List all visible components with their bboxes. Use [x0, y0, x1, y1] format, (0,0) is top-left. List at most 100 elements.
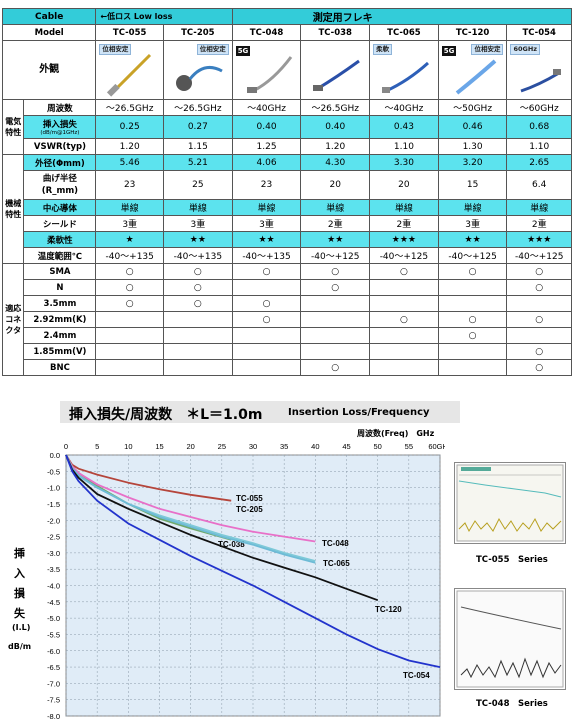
cell: 2重: [300, 215, 371, 232]
cable-photo-tc048: 5G: [231, 40, 302, 100]
cell: 3重: [231, 215, 302, 232]
y-tick-label: -2.0: [47, 516, 60, 525]
y-tick-label: -0.5: [47, 467, 60, 476]
cell: ～26.5GHz: [95, 99, 164, 116]
cell: -40～+135: [95, 247, 164, 264]
cell: 2重: [369, 215, 439, 232]
model-label: Model: [1, 24, 97, 41]
cell: [506, 295, 572, 312]
cell: [163, 327, 233, 344]
cell: ○: [231, 311, 302, 328]
5g-badge: 5G: [441, 46, 457, 56]
cell: ★★★: [369, 231, 439, 248]
cell: 23: [95, 170, 164, 200]
series-line: [65, 454, 441, 668]
cable-photo-tc205: 位相安定: [163, 40, 233, 100]
bend-label-unit: (R_mm): [41, 186, 79, 196]
cable-image: [455, 59, 497, 95]
cell: -40～+135: [231, 247, 302, 264]
y-tick-label: -3.0: [47, 549, 60, 558]
cable-photo-tc065: 柔軟: [369, 40, 439, 100]
cell: ○: [300, 279, 371, 296]
row-label: 1.85mm(V): [23, 343, 97, 360]
cell: ～26.5GHz: [163, 99, 233, 116]
row-label: 柔軟性: [23, 231, 97, 248]
cell: 0.46: [437, 115, 508, 139]
cell: 0.43: [369, 115, 439, 139]
cell: ～50GHz: [437, 99, 508, 116]
cell: [231, 279, 302, 296]
y-tick-label: -6.0: [47, 647, 60, 656]
row-label: 中心導体: [23, 199, 97, 216]
appearance-row: 外観 位相安定 位相安定 5G 柔軟 5G 位相安定 60GHz: [1, 40, 572, 100]
cell: ○: [300, 263, 371, 280]
cell: ○: [300, 359, 371, 376]
cell: [506, 327, 572, 344]
cable-photo-tc120: 5G 位相安定: [437, 40, 508, 100]
x-tick-label: 10: [124, 442, 132, 451]
x-tick-label: 45: [342, 442, 350, 451]
y-axis-label-char: 損: [14, 587, 25, 600]
cell: 25: [163, 170, 233, 200]
x-tick-label: 15: [155, 442, 163, 451]
vswr-row: VSWR(typ) 1.20 1.15 1.25 1.20 1.10 1.30 …: [3, 138, 572, 155]
connector-row: 3.5mm ○ ○ ○: [3, 295, 572, 312]
cell: [95, 343, 164, 360]
shield-row: シールド 3重 3重 3重 2重 2重 3重 2重: [3, 215, 572, 232]
cable-image: [520, 69, 562, 93]
5g-badge: 5G: [235, 46, 251, 56]
mechanical-group-label: 機械特性: [1, 154, 25, 264]
y-tick-label: -1.0: [47, 484, 60, 493]
x-tick-label: 60GHz: [428, 442, 445, 451]
cell: [231, 359, 302, 376]
cell: [369, 343, 439, 360]
row-label: VSWR(typ): [23, 138, 97, 155]
cell: ～40GHz: [231, 99, 302, 116]
model-name: TC-048: [231, 24, 302, 41]
cell: [369, 279, 439, 296]
series-label: TC-038: [218, 540, 245, 549]
cell: [231, 327, 302, 344]
row-label: BNC: [23, 359, 97, 376]
connector-row: 適応コネクタ SMA ○ ○ ○ ○ ○ ○ ○: [1, 263, 572, 376]
cell: ★★: [437, 231, 508, 248]
cell: ○: [95, 279, 164, 296]
connector-row: 1.85mm(V) ○: [3, 343, 572, 360]
cell: -40～+125: [506, 247, 572, 264]
cell: 5.21: [163, 154, 233, 171]
cell: ～40GHz: [369, 99, 439, 116]
cell: 0.40: [300, 115, 371, 139]
connector-row: 2.92mm(K) ○ ○ ○ ○: [3, 311, 572, 328]
cell: [300, 327, 371, 344]
model-name: TC-055: [95, 24, 164, 41]
chart-title: 挿入損失/周波数 ＊L＝1.0m: [69, 407, 263, 423]
model-name: TC-065: [369, 24, 439, 41]
tc048-measurement-thumbnail: [454, 588, 566, 690]
cell: ○: [506, 311, 572, 328]
cell: [95, 359, 164, 376]
x-tick-label: 5: [95, 442, 99, 451]
series-line: [65, 454, 379, 602]
row-label: 温度範囲℃: [23, 247, 97, 264]
cell: [163, 359, 233, 376]
cell: 単線: [437, 199, 508, 216]
flexible-badge: 柔軟: [373, 44, 393, 55]
freq-row: 電気特性 周波数 ～26.5GHz ～26.5GHz ～40GHz ～26.5G…: [1, 99, 572, 155]
cable-image: [313, 59, 361, 91]
chart-subtitle: Insertion Loss/Frequency: [288, 407, 430, 418]
y-tick-label: -4.0: [47, 582, 60, 591]
cell: -40～+125: [437, 247, 508, 264]
cell: ○: [95, 295, 164, 312]
cell: [437, 359, 508, 376]
cell: 0.68: [506, 115, 572, 139]
x-tick-label: 50: [373, 442, 381, 451]
flex-row: 柔軟性 ★ ★★ ★★ ★★ ★★★ ★★ ★★★: [3, 231, 572, 248]
cell: [437, 343, 508, 360]
cell: ○: [231, 263, 302, 280]
cell: 0.40: [231, 115, 302, 139]
cell: [369, 327, 439, 344]
y-axis-unit: dB/m: [8, 642, 32, 651]
x-axis-label: 周波数(Freq) GHz: [357, 429, 435, 438]
cell: 6.4: [506, 170, 572, 200]
cell: ○: [369, 311, 439, 328]
